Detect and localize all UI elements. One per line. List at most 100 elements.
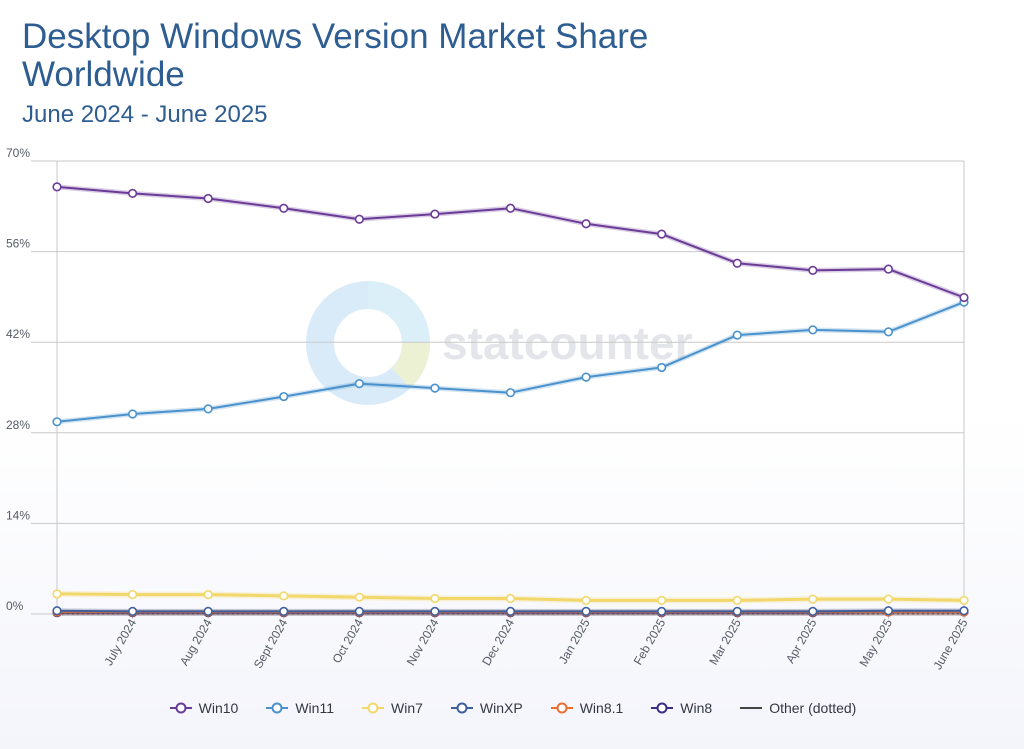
legend-label: Other (dotted): [769, 700, 857, 716]
data-point-winxp[interactable]: [430, 606, 440, 617]
data-point-winxp[interactable]: [883, 606, 894, 616]
data-point-winxp[interactable]: [959, 606, 969, 616]
data-point-win10[interactable]: [959, 292, 969, 303]
data-point-win7[interactable]: [959, 595, 969, 606]
x-tick-label: July 2024: [101, 616, 139, 668]
chart-subtitle: June 2024 - June 2025: [22, 101, 268, 128]
data-point-winxp[interactable]: [808, 606, 818, 617]
data-point-win10[interactable]: [430, 209, 440, 219]
y-tick-label: 70%: [6, 146, 30, 160]
data-point-win11[interactable]: [808, 325, 818, 335]
data-point-win10[interactable]: [657, 229, 667, 239]
x-tick-label: Dec 2024: [479, 616, 517, 668]
data-point-win11[interactable]: [505, 388, 516, 398]
data-point-win7[interactable]: [203, 589, 213, 600]
data-point-win11[interactable]: [581, 372, 591, 382]
legend-label: Win7: [391, 700, 423, 716]
legend-item-winxp[interactable]: WinXP: [449, 700, 523, 716]
data-point-winxp[interactable]: [127, 606, 138, 617]
legend-item-win10[interactable]: Win10: [168, 700, 239, 716]
data-point-win10[interactable]: [279, 203, 289, 213]
legend-label: Win8: [680, 700, 713, 716]
data-point-winxp[interactable]: [279, 606, 289, 617]
data-point-win10[interactable]: [354, 214, 364, 224]
data-point-win11[interactable]: [203, 404, 213, 414]
x-tick-label: Jan 2025: [556, 616, 593, 666]
data-point-win10[interactable]: [808, 265, 818, 275]
data-point-win11[interactable]: [657, 362, 667, 373]
data-point-win7[interactable]: [127, 589, 138, 600]
x-tick-label: Oct 2024: [329, 616, 366, 665]
data-point-winxp[interactable]: [52, 606, 62, 616]
y-tick-label: 56%: [6, 237, 30, 251]
data-point-winxp[interactable]: [657, 606, 667, 617]
watermark-text: statcounter: [442, 317, 693, 369]
circle-marker-icon: [266, 702, 289, 714]
data-point-winxp[interactable]: [732, 606, 742, 617]
y-axis: 0% 14% 28% 42% 56% 70%: [6, 146, 30, 613]
data-point-win7[interactable]: [279, 591, 289, 601]
circle-marker-icon: [550, 702, 573, 714]
chart-title: Desktop Windows Version Market Share Wor…: [22, 17, 649, 94]
x-tick-label: Apr 2025: [783, 616, 820, 665]
x-axis: July 2024 Aug 2024 Sept 2024 Oct 2024 Nov 20…: [101, 614, 971, 672]
data-point-win7[interactable]: [430, 593, 440, 604]
legend-label: Win11: [295, 700, 334, 716]
data-point-win11[interactable]: [354, 379, 364, 389]
circle-marker-icon: [651, 702, 674, 714]
data-point-win10[interactable]: [732, 258, 742, 268]
line-chart: statcounter 0% 14% 28% 42% 56% 70% July 2024 A…: [6, 146, 971, 672]
legend-item-win8-1[interactable]: Win8.1: [549, 700, 624, 716]
watermark-logo-segment: [392, 343, 430, 388]
data-point-win11[interactable]: [430, 383, 440, 393]
data-point-win10[interactable]: [52, 182, 62, 192]
data-point-win10[interactable]: [203, 193, 213, 204]
data-point-winxp[interactable]: [203, 606, 213, 617]
chart-grid: [31, 160, 965, 615]
y-tick-label: 42%: [6, 327, 30, 341]
data-point-win7[interactable]: [808, 594, 818, 604]
legend-item-win11[interactable]: Win11: [264, 700, 334, 716]
data-point-win7[interactable]: [581, 595, 591, 606]
legend-item-win7[interactable]: Win7: [360, 700, 423, 716]
data-point-winxp[interactable]: [354, 606, 364, 617]
data-point-win11[interactable]: [883, 327, 894, 337]
circle-marker-icon: [362, 702, 384, 714]
data-point-winxp[interactable]: [581, 606, 591, 617]
data-point-win7[interactable]: [657, 595, 667, 606]
watermark-logo-segment: [368, 281, 430, 343]
x-tick-label: Nov 2024: [404, 616, 442, 668]
legend-item-win8[interactable]: Win8: [649, 700, 712, 716]
data-point-win11[interactable]: [279, 391, 289, 402]
legend-item-other-dotted[interactable]: Other (dotted): [738, 700, 856, 716]
series-line-shadow-win10: [56, 184, 965, 300]
chart-series: [52, 182, 969, 618]
data-point-win7[interactable]: [883, 594, 894, 604]
legend-label: WinXP: [479, 700, 523, 716]
data-point-win11[interactable]: [732, 330, 742, 340]
circle-marker-icon: [450, 702, 473, 714]
data-point-win11[interactable]: [127, 409, 138, 419]
x-tick-label: June 2025: [930, 616, 970, 672]
data-point-win10[interactable]: [581, 219, 591, 229]
x-tick-label: Sept 2024: [251, 616, 291, 671]
y-tick-label: 0%: [6, 599, 24, 613]
x-tick-label: Aug 2024: [177, 616, 215, 668]
x-tick-label: May 2025: [857, 616, 896, 669]
data-point-win7[interactable]: [505, 593, 516, 604]
legend-label: Win10: [198, 700, 239, 716]
data-point-win7[interactable]: [354, 592, 364, 602]
data-point-winxp[interactable]: [505, 606, 516, 617]
line-marker-icon: [740, 707, 763, 709]
data-point-win7[interactable]: [52, 589, 62, 599]
chart-legend: Win10 Win11 Win7 WinXP Win8.1 Win8 Other (dott…: [0, 700, 1024, 716]
data-point-win11[interactable]: [52, 417, 62, 427]
data-point-win7[interactable]: [732, 595, 742, 606]
data-point-win10[interactable]: [505, 203, 516, 213]
data-point-win10[interactable]: [127, 188, 138, 198]
circle-marker-icon: [169, 702, 192, 714]
data-point-win10[interactable]: [883, 264, 894, 274]
y-tick-label: 14%: [6, 508, 30, 522]
legend-label: Win8.1: [579, 700, 624, 716]
